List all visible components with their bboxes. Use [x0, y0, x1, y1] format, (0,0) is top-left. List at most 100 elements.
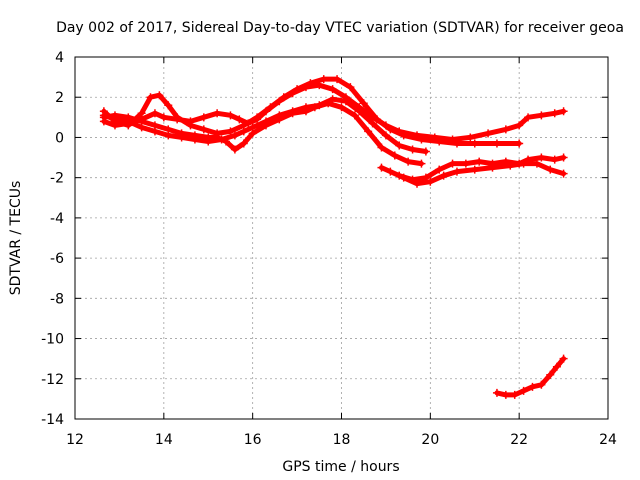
data-point — [421, 173, 430, 182]
data-point — [248, 129, 257, 138]
data-point — [364, 127, 373, 136]
y-tick-label: -8 — [50, 291, 64, 307]
data-point — [559, 354, 568, 363]
data-point — [301, 107, 310, 116]
data-point — [426, 177, 435, 186]
data-point — [452, 167, 461, 176]
x-tick-label: 12 — [66, 432, 84, 448]
data-point — [546, 165, 555, 174]
data-point — [448, 159, 457, 168]
data-point — [550, 155, 559, 164]
data-point — [346, 83, 355, 92]
data-point — [404, 157, 413, 166]
data-point — [288, 89, 297, 98]
data-point — [435, 165, 444, 174]
data-point — [510, 390, 519, 399]
series-track-3 — [99, 95, 430, 156]
data-point — [146, 93, 155, 102]
data-point — [213, 109, 222, 118]
data-point — [395, 141, 404, 150]
data-point — [386, 167, 395, 176]
data-point — [395, 171, 404, 180]
data-point — [235, 115, 244, 124]
data-point — [99, 113, 108, 122]
x-tick-label: 22 — [510, 432, 528, 448]
data-point — [333, 75, 342, 84]
y-tick-label: -10 — [41, 332, 64, 348]
series-track-4 — [99, 99, 426, 168]
data-point — [515, 159, 524, 168]
x-axis-label: GPS time / hours — [282, 459, 399, 475]
data-point — [470, 139, 479, 148]
y-tick-label: -6 — [50, 251, 64, 267]
y-tick-label: -12 — [41, 372, 64, 388]
data-point — [524, 155, 533, 164]
data-point — [319, 75, 328, 84]
data-point — [199, 113, 208, 122]
data-point — [253, 115, 262, 124]
data-point — [190, 131, 199, 140]
data-point — [417, 159, 426, 168]
data-point — [368, 119, 377, 128]
data-point — [377, 143, 386, 152]
data-point — [439, 171, 448, 180]
data-point — [355, 107, 364, 116]
data-point — [137, 117, 146, 126]
data-point — [413, 131, 422, 140]
y-tick-label: -2 — [50, 171, 64, 187]
data-point — [337, 103, 346, 112]
y-axis-label: SDTVAR / TECUs — [8, 181, 24, 296]
data-point — [244, 119, 253, 128]
data-point — [515, 139, 524, 148]
x-tick-label: 20 — [421, 432, 439, 448]
data-point — [421, 147, 430, 156]
x-tick-label: 16 — [244, 432, 262, 448]
data-point — [377, 163, 386, 172]
data-point — [470, 165, 479, 174]
data-point — [537, 111, 546, 120]
data-point — [528, 382, 537, 391]
data-point — [430, 133, 439, 142]
y-tick-label: 0 — [55, 130, 64, 146]
data-point — [301, 83, 310, 92]
data-point — [110, 111, 119, 120]
data-point — [381, 121, 390, 130]
data-point — [288, 109, 297, 118]
data-point — [328, 95, 337, 104]
series-track-6 — [395, 153, 568, 184]
data-point — [324, 99, 333, 108]
data-point — [488, 159, 497, 168]
data-point — [230, 145, 239, 154]
data-point — [226, 127, 235, 136]
data-point — [204, 133, 213, 142]
data-point — [501, 125, 510, 134]
data-point — [230, 131, 239, 140]
data-point — [390, 151, 399, 160]
y-tick-label: 2 — [55, 90, 64, 106]
data-point — [515, 121, 524, 130]
data-point — [408, 145, 417, 154]
y-tick-label: -4 — [50, 211, 64, 227]
data-point — [124, 113, 133, 122]
data-point — [550, 109, 559, 118]
data-point — [381, 131, 390, 140]
data-point — [408, 175, 417, 184]
chart-title: Day 002 of 2017, Sidereal Day-to-day VTE… — [56, 20, 624, 36]
data-point — [226, 111, 235, 120]
data-point — [155, 91, 164, 100]
data-point — [213, 133, 222, 142]
data-point — [559, 107, 568, 116]
data-point — [492, 388, 501, 397]
data-point — [341, 97, 350, 106]
data-point — [150, 109, 159, 118]
data-point — [466, 133, 475, 142]
data-point — [275, 97, 284, 106]
data-point — [537, 380, 546, 389]
data-point — [461, 159, 470, 168]
data-point — [159, 113, 168, 122]
data-point — [475, 157, 484, 166]
data-point — [315, 81, 324, 90]
data-point — [328, 85, 337, 94]
data-point — [448, 135, 457, 144]
